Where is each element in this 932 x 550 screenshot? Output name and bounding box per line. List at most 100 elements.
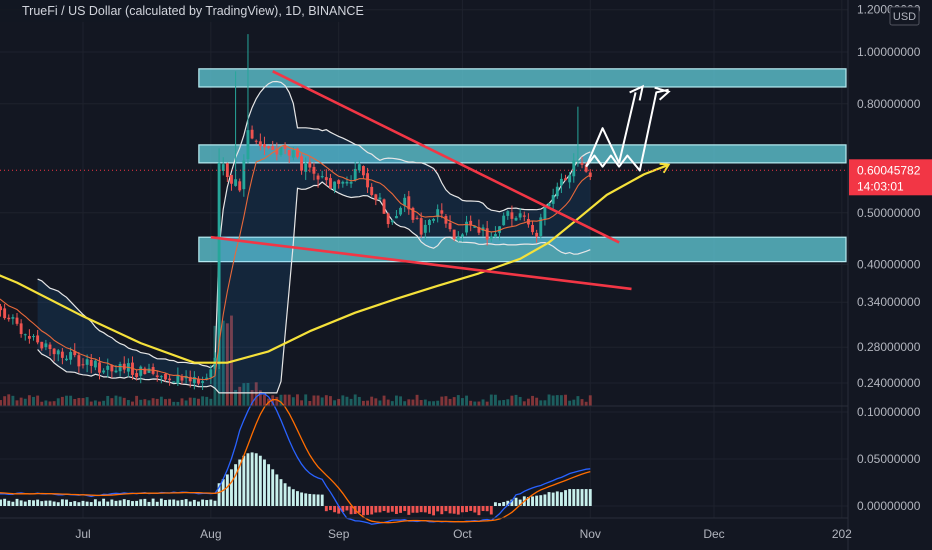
moving-averages	[0, 144, 671, 381]
volume-bar	[370, 396, 374, 406]
volume-bar	[308, 400, 312, 406]
candle-body	[172, 381, 176, 383]
volume-bar	[36, 395, 40, 406]
oscillator-histogram-bar	[432, 506, 435, 516]
time-tick-label: Dec	[703, 527, 724, 541]
volume-bar	[324, 395, 328, 406]
candle-body	[394, 216, 398, 219]
candle-body	[415, 217, 419, 219]
candle-body	[40, 341, 44, 349]
oscillator-histogram-bar	[155, 501, 159, 506]
oscillator-histogram-bar	[526, 497, 530, 506]
oscillator-histogram-bar	[184, 499, 188, 506]
price-axis: 1.200000001.000000000.800000000.50000000…	[849, 0, 932, 518]
oscillator-histogram-bar	[77, 502, 81, 506]
oscillator-histogram-bar	[572, 489, 576, 506]
candle-body	[539, 217, 543, 236]
currency-badge[interactable]	[889, 6, 920, 26]
candle-body	[143, 368, 147, 375]
oscillator-histogram-bar	[539, 495, 543, 506]
volume-bar	[329, 396, 332, 406]
trendline	[272, 70, 620, 244]
oscillator-histogram-bar	[448, 506, 452, 514]
oscillator-histogram-bar	[588, 489, 592, 506]
price-tick-label: 1.00000000	[857, 45, 921, 59]
candle-body	[36, 335, 40, 343]
oscillator-histogram-bar	[135, 500, 139, 506]
volume-bar	[176, 401, 180, 406]
candle-body	[572, 160, 576, 177]
volume-bar	[197, 398, 200, 406]
volume-bar	[452, 397, 456, 406]
candle-body	[316, 175, 320, 180]
candle-body	[234, 179, 238, 186]
projection-path-long	[585, 88, 669, 172]
candle-body	[444, 216, 448, 224]
volume-bar	[460, 398, 464, 406]
oscillator-histogram-bar	[131, 501, 134, 506]
candle-body	[81, 364, 85, 366]
candle-body	[436, 209, 440, 218]
oscillator-histogram-bar	[172, 499, 176, 506]
volume-bar	[188, 397, 192, 406]
volume-bar	[254, 382, 258, 406]
projection-path-short	[585, 92, 637, 167]
candle-body	[279, 146, 283, 155]
volume-bar	[411, 399, 415, 406]
long-moving-average	[0, 163, 669, 364]
candle-body	[221, 164, 225, 171]
oscillator-histogram-bar	[312, 494, 316, 506]
candle-body	[188, 376, 192, 382]
volume-bar	[184, 400, 188, 406]
candle-body	[584, 164, 588, 172]
oscillator-histogram-bar	[258, 455, 262, 506]
oscillator-histogram-bar	[246, 453, 250, 506]
candle-body	[225, 163, 229, 178]
candle-body	[386, 213, 390, 225]
oscillator-histogram-bar	[386, 506, 390, 513]
oscillator-histogram-bar	[287, 486, 291, 506]
price-axis-background	[849, 0, 932, 518]
candle-body	[11, 317, 15, 319]
candle-body	[201, 381, 205, 383]
oscillator-histogram-bar	[180, 499, 184, 506]
oscillator-histogram-bar	[73, 501, 77, 506]
volume-bar	[73, 398, 77, 406]
oscillator-histogram-bar	[419, 506, 423, 513]
oscillator-histogram-bar	[576, 489, 580, 506]
volume-bar	[407, 399, 411, 406]
volume-bar	[551, 395, 555, 406]
oscillator-histogram-bar	[279, 479, 283, 506]
short-moving-average	[0, 144, 591, 381]
oscillator-histogram-bar	[263, 459, 266, 506]
volume-bar	[7, 394, 11, 406]
volume-bar	[60, 396, 64, 406]
candle-body	[263, 144, 266, 148]
oscillator-histogram-bar	[378, 506, 382, 513]
volume-bar	[168, 398, 172, 406]
candle-body	[271, 146, 275, 150]
candle-body	[89, 359, 93, 366]
oscillator-histogram-bar	[535, 495, 539, 506]
volume-bar	[77, 397, 81, 406]
volume-bar	[432, 401, 435, 406]
oscillator-histogram-bar	[56, 502, 60, 506]
projection-arrowhead	[629, 84, 645, 101]
bollinger-bands	[37, 80, 591, 394]
time-tick-label: 202	[832, 527, 852, 541]
volume-bar	[287, 394, 291, 406]
volume-bar	[531, 395, 534, 406]
signal-line	[0, 399, 591, 524]
candles	[0, 34, 592, 390]
volume-bar	[98, 401, 101, 406]
candle-body	[110, 365, 114, 372]
candle-body	[73, 350, 77, 356]
oscillator-histogram-bar	[197, 501, 200, 506]
candle-body	[205, 377, 209, 380]
oscillator-histogram-bar	[502, 501, 506, 506]
volume-bar	[23, 398, 27, 406]
oscillator-histogram-bar	[374, 506, 378, 513]
volume-bar	[489, 394, 493, 406]
